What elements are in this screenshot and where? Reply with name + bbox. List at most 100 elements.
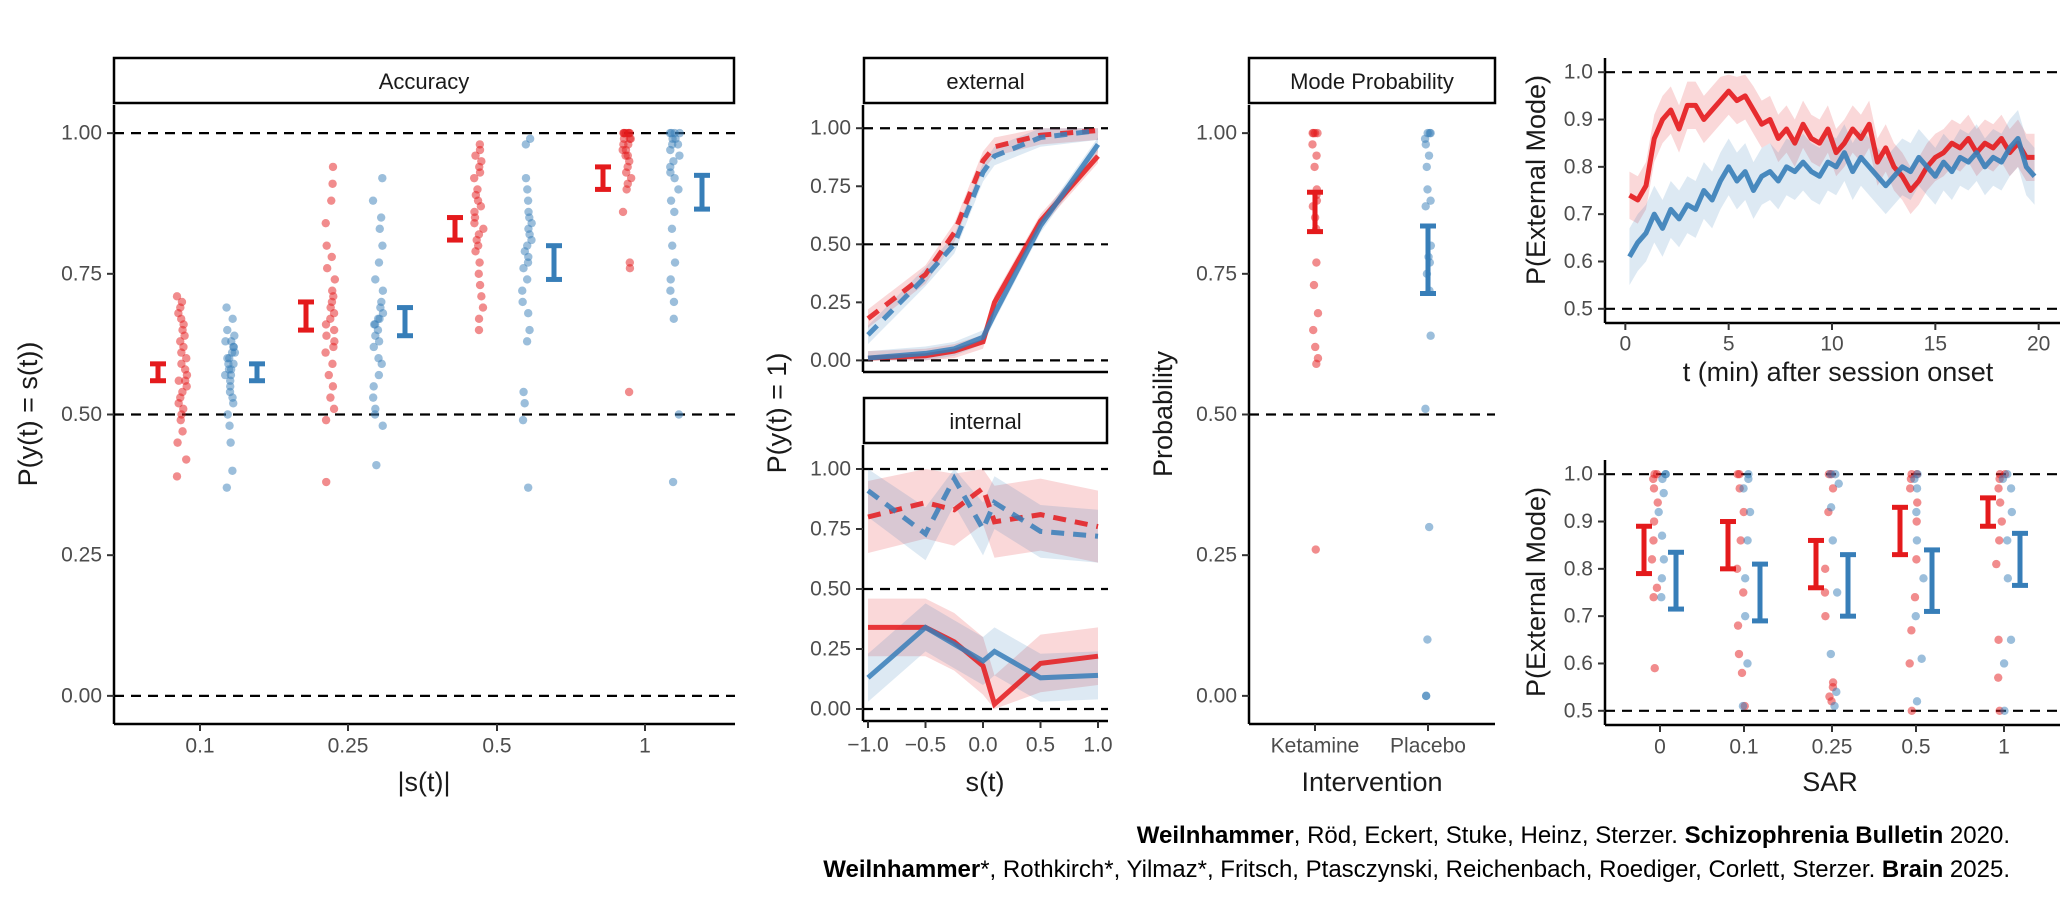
- data-point: [1739, 484, 1748, 493]
- error-bar: [1808, 537, 1824, 591]
- data-point: [374, 370, 384, 380]
- data-point: [1828, 536, 1837, 545]
- data-point: [525, 134, 535, 143]
- y-tick-label: 0.8: [1564, 155, 1593, 178]
- data-point: [1995, 498, 2005, 507]
- data-point: [674, 410, 684, 419]
- y-tick-label: 1.00: [810, 458, 851, 481]
- data-point: [1832, 588, 1842, 597]
- data-point: [223, 325, 232, 335]
- data-point: [479, 224, 488, 233]
- y-tick-label: 0.5: [1564, 699, 1593, 722]
- data-point: [2003, 469, 2012, 479]
- x-tick-label: 0.5: [1026, 734, 1055, 757]
- data-point: [1649, 593, 1658, 602]
- series-line: [1628, 88, 2035, 203]
- data-point: [1992, 559, 2001, 569]
- data-point: [172, 472, 182, 481]
- data-point: [666, 275, 675, 284]
- error-bar: [1924, 547, 1940, 614]
- data-point: [471, 151, 480, 160]
- data-point: [2003, 536, 2012, 545]
- data-point: [223, 410, 232, 419]
- data-point: [321, 348, 330, 357]
- y-tick-label: 0.00: [810, 698, 851, 721]
- error-bar: [1720, 519, 1736, 572]
- data-point: [1826, 503, 1836, 512]
- data-point: [521, 173, 531, 183]
- data-point: [369, 382, 378, 391]
- citation-line-2: Weilnhammer*, Rothkirch*, Yilmaz*, Frits…: [823, 856, 2010, 883]
- data-point: [1828, 484, 1838, 493]
- data-point: [324, 370, 333, 380]
- data-point: [378, 421, 387, 430]
- x-tick-label: 0.1: [1729, 736, 1758, 759]
- data-point: [221, 337, 230, 346]
- y-tick-label: 1.00: [1196, 122, 1237, 145]
- data-point: [1738, 701, 1748, 711]
- data-point: [1733, 469, 1742, 479]
- y-tick-label: 0.9: [1564, 108, 1593, 131]
- x-tick-label: 1.0: [1083, 734, 1112, 757]
- data-point: [1312, 258, 1321, 267]
- data-point: [179, 404, 188, 414]
- data-point: [475, 280, 485, 290]
- y-tick-label: 0.7: [1564, 605, 1593, 628]
- data-point: [666, 286, 675, 295]
- data-point: [1657, 593, 1666, 602]
- data-point: [474, 230, 484, 239]
- data-point: [1422, 162, 1431, 172]
- data-point: [625, 258, 635, 267]
- data-point: [1913, 498, 1922, 507]
- data-point: [369, 342, 378, 352]
- data-point: [1994, 635, 2003, 645]
- data-point: [1820, 588, 1830, 597]
- data-point: [1912, 555, 1921, 564]
- y-tick-label: 1.00: [810, 117, 851, 140]
- x-tick-label: −0.5: [905, 734, 946, 757]
- data-point: [1734, 649, 1744, 659]
- data-point: [666, 196, 676, 205]
- y-axis-title: P(External Mode): [1521, 75, 1551, 285]
- data-point: [1309, 280, 1319, 290]
- data-point: [172, 292, 182, 301]
- data-point: [518, 286, 527, 295]
- data-point: [1740, 574, 1750, 583]
- data-point: [1820, 564, 1830, 574]
- data-point: [619, 128, 628, 138]
- y-tick-label: 1.0: [1564, 61, 1593, 84]
- data-point: [669, 297, 679, 307]
- data-point: [329, 404, 339, 414]
- data-point: [1821, 611, 1830, 621]
- data-point: [670, 258, 680, 267]
- data-point: [478, 303, 488, 312]
- y-tick-label: 0.6: [1564, 652, 1593, 675]
- data-point: [474, 325, 484, 335]
- x-axis-title: SAR: [1802, 767, 1858, 797]
- data-point: [327, 196, 336, 205]
- citation-line-1: Weilnhammer, Röd, Eckert, Stuke, Heinz, …: [1136, 822, 2010, 849]
- y-tick-label: 0.25: [810, 291, 851, 314]
- data-point: [2007, 507, 2017, 517]
- strip-internal-box: [862, 396, 1109, 445]
- data-point: [222, 303, 231, 312]
- data-point: [330, 275, 340, 284]
- data-point: [174, 376, 183, 385]
- data-point: [1997, 517, 2006, 526]
- error-bar: [546, 243, 562, 282]
- data-point: [375, 224, 384, 233]
- error-bar: [447, 215, 463, 243]
- error-bar: [1307, 189, 1323, 235]
- data-point: [1905, 484, 1915, 493]
- data-point: [377, 297, 386, 307]
- series-line: [866, 128, 1099, 337]
- data-point: [1739, 507, 1748, 517]
- data-point: [373, 314, 383, 324]
- error-bar: [1892, 504, 1908, 558]
- data-point: [1426, 196, 1435, 205]
- y-tick-label: 0.6: [1564, 250, 1593, 273]
- data-point: [624, 387, 634, 397]
- y-tick-label: 0.8: [1564, 557, 1593, 580]
- data-point: [330, 337, 339, 346]
- data-point: [371, 404, 380, 414]
